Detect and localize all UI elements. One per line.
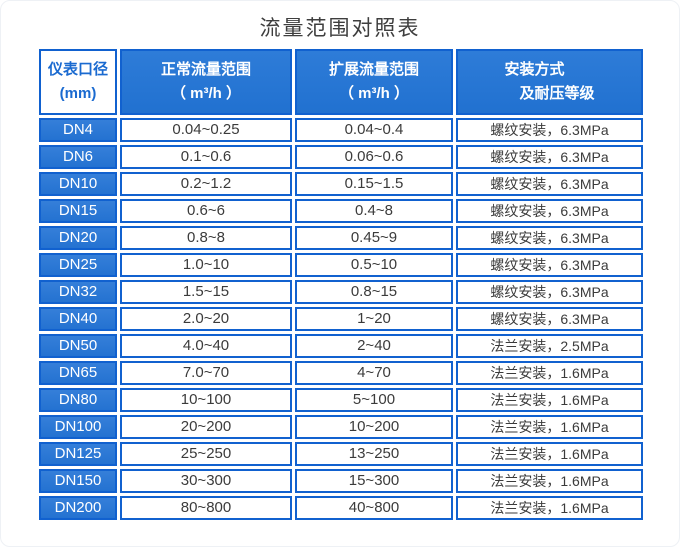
cell-extended-range: 0.15~1.5: [295, 172, 453, 196]
cell-normal-range: 2.0~20: [120, 307, 292, 331]
header-extended-range-line2: （ m³/h ）: [339, 85, 409, 102]
page-title: 流量范围对照表: [259, 17, 421, 40]
flow-range-table: 仪表口径 (mm) 正常流量范围 （ m³/h ） 扩展流量范围 （ m³/h …: [36, 46, 646, 523]
cell-normal-range: 0.1~0.6: [120, 145, 292, 169]
cell-normal-range: 20~200: [120, 415, 292, 439]
header-install-line2: 及耐压等级: [504, 85, 595, 102]
cell-install-method: 法兰安装，1.6MPa: [456, 442, 643, 466]
cell-extended-range: 1~20: [295, 307, 453, 331]
cell-normal-range: 7.0~70: [120, 361, 292, 385]
cell-normal-range: 10~100: [120, 388, 292, 412]
cell-install-method: 螺纹安装，6.3MPa: [456, 226, 643, 250]
cell-extended-range: 5~100: [295, 388, 453, 412]
header-normal-range: 正常流量范围 （ m³/h ）: [120, 49, 292, 115]
cell-normal-range: 0.8~8: [120, 226, 292, 250]
table-row: DN40 2.0~20 1~20 螺纹安装，6.3MPa: [39, 307, 643, 331]
header-normal-range-line2: （ m³/h ）: [171, 85, 241, 102]
table-row: DN50 4.0~40 2~40 法兰安装，2.5MPa: [39, 334, 643, 358]
cell-install-method: 法兰安装，1.6MPa: [456, 469, 643, 493]
cell-diameter: DN15: [39, 199, 117, 223]
header-install-method: 安装方式 及耐压等级: [456, 49, 643, 115]
cell-diameter: DN65: [39, 361, 117, 385]
cell-normal-range: 25~250: [120, 442, 292, 466]
cell-install-method: 螺纹安装，6.3MPa: [456, 172, 643, 196]
cell-extended-range: 2~40: [295, 334, 453, 358]
table-row: DN6 0.1~0.6 0.06~0.6 螺纹安装，6.3MPa: [39, 145, 643, 169]
cell-install-method: 法兰安装，1.6MPa: [456, 361, 643, 385]
cell-extended-range: 4~70: [295, 361, 453, 385]
cell-install-method: 螺纹安装，6.3MPa: [456, 307, 643, 331]
cell-normal-range: 0.04~0.25: [120, 118, 292, 142]
header-diameter: 仪表口径 (mm): [39, 49, 117, 115]
table-row: DN15 0.6~6 0.4~8 螺纹安装，6.3MPa: [39, 199, 643, 223]
cell-diameter: DN200: [39, 496, 117, 520]
cell-extended-range: 0.45~9: [295, 226, 453, 250]
table-row: DN125 25~250 13~250 法兰安装，1.6MPa: [39, 442, 643, 466]
header-extended-range: 扩展流量范围 （ m³/h ）: [295, 49, 453, 115]
header-diameter-line1: 仪表口径: [47, 61, 108, 78]
cell-diameter: DN80: [39, 388, 117, 412]
cell-extended-range: 0.5~10: [295, 253, 453, 277]
cell-normal-range: 30~300: [120, 469, 292, 493]
cell-extended-range: 15~300: [295, 469, 453, 493]
cell-install-method: 螺纹安装，6.3MPa: [456, 199, 643, 223]
cell-extended-range: 0.4~8: [295, 199, 453, 223]
table-row: DN200 80~800 40~800 法兰安装，1.6MPa: [39, 496, 643, 520]
cell-normal-range: 1.0~10: [120, 253, 292, 277]
cell-normal-range: 0.6~6: [120, 199, 292, 223]
table-row: DN65 7.0~70 4~70 法兰安装，1.6MPa: [39, 361, 643, 385]
cell-diameter: DN10: [39, 172, 117, 196]
cell-diameter: DN25: [39, 253, 117, 277]
cell-diameter: DN20: [39, 226, 117, 250]
table-row: DN4 0.04~0.25 0.04~0.4 螺纹安装，6.3MPa: [39, 118, 643, 142]
cell-install-method: 法兰安装，1.6MPa: [456, 415, 643, 439]
table-row: DN80 10~100 5~100 法兰安装，1.6MPa: [39, 388, 643, 412]
header-diameter-line2: (mm): [59, 85, 97, 102]
cell-install-method: 螺纹安装，6.3MPa: [456, 118, 643, 142]
table-body: DN4 0.04~0.25 0.04~0.4 螺纹安装，6.3MPa DN6 0…: [39, 118, 643, 520]
cell-diameter: DN100: [39, 415, 117, 439]
table-row: DN100 20~200 10~200 法兰安装，1.6MPa: [39, 415, 643, 439]
cell-normal-range: 0.2~1.2: [120, 172, 292, 196]
cell-diameter: DN50: [39, 334, 117, 358]
table-row: DN32 1.5~15 0.8~15 螺纹安装，6.3MPa: [39, 280, 643, 304]
cell-install-method: 螺纹安装，6.3MPa: [456, 145, 643, 169]
table-row: DN150 30~300 15~300 法兰安装，1.6MPa: [39, 469, 643, 493]
header-row: 仪表口径 (mm) 正常流量范围 （ m³/h ） 扩展流量范围 （ m³/h …: [39, 49, 643, 115]
cell-diameter: DN4: [39, 118, 117, 142]
cell-diameter: DN150: [39, 469, 117, 493]
table-row: DN25 1.0~10 0.5~10 螺纹安装，6.3MPa: [39, 253, 643, 277]
cell-diameter: DN125: [39, 442, 117, 466]
cell-install-method: 螺纹安装，6.3MPa: [456, 280, 643, 304]
cell-normal-range: 1.5~15: [120, 280, 292, 304]
header-extended-range-line1: 扩展流量范围: [328, 61, 419, 78]
table-row: DN10 0.2~1.2 0.15~1.5 螺纹安装，6.3MPa: [39, 172, 643, 196]
cell-normal-range: 80~800: [120, 496, 292, 520]
cell-extended-range: 40~800: [295, 496, 453, 520]
cell-diameter: DN32: [39, 280, 117, 304]
cell-normal-range: 4.0~40: [120, 334, 292, 358]
cell-install-method: 法兰安装，1.6MPa: [456, 496, 643, 520]
cell-install-method: 法兰安装，2.5MPa: [456, 334, 643, 358]
table-row: DN20 0.8~8 0.45~9 螺纹安装，6.3MPa: [39, 226, 643, 250]
cell-install-method: 螺纹安装，6.3MPa: [456, 253, 643, 277]
cell-diameter: DN40: [39, 307, 117, 331]
cell-extended-range: 13~250: [295, 442, 453, 466]
cell-install-method: 法兰安装，1.6MPa: [456, 388, 643, 412]
cell-extended-range: 10~200: [295, 415, 453, 439]
header-normal-range-line1: 正常流量范围: [160, 61, 251, 78]
flow-range-table-container: 仪表口径 (mm) 正常流量范围 （ m³/h ） 扩展流量范围 （ m³/h …: [36, 46, 646, 523]
cell-extended-range: 0.06~0.6: [295, 145, 453, 169]
cell-diameter: DN6: [39, 145, 117, 169]
cell-extended-range: 0.8~15: [295, 280, 453, 304]
cell-extended-range: 0.04~0.4: [295, 118, 453, 142]
header-install-line1: 安装方式: [504, 61, 565, 78]
